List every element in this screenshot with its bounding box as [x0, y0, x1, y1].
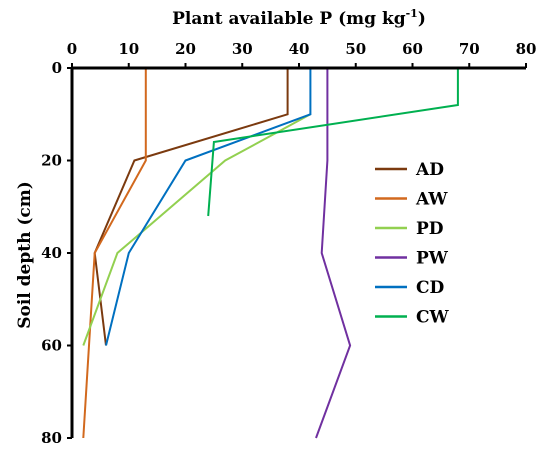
axis-lines: [70, 66, 526, 438]
series-line-aw: [82, 68, 147, 439]
series-line-cw: [207, 68, 459, 217]
x-tick-label: 20: [175, 40, 196, 58]
legend-label-pd: PD: [416, 219, 444, 239]
x-axis-title: Plant available P (mg kg-1): [172, 7, 426, 29]
y-tick-label: 20: [41, 152, 62, 170]
series-line-pd: [82, 113, 311, 346]
legend-label-aw: AW: [415, 190, 448, 210]
legend-label-cw: CW: [416, 308, 450, 328]
series-line-cd: [105, 68, 312, 346]
y-tick-label: 60: [41, 337, 62, 355]
series-line-ad: [93, 68, 289, 346]
x-axis-title-suffix: ): [418, 9, 426, 29]
y-tick-label: 40: [41, 244, 62, 262]
x-tick-label: 30: [232, 40, 253, 58]
x-axis-title-main: Plant available P (mg kg: [172, 9, 406, 29]
x-axis-title-superscript: -1: [406, 7, 418, 20]
x-tick-label: 40: [289, 40, 310, 58]
y-axis: 0 20 40 60 80: [41, 59, 72, 447]
x-tick-label: 60: [402, 40, 423, 58]
legend-label-pw: PW: [416, 249, 449, 269]
series-layer: [82, 68, 459, 439]
x-tick-label: 10: [118, 40, 139, 58]
y-tick-label: 80: [41, 429, 62, 447]
x-axis: 0 10 20 30 40 50 60 70 80: [67, 40, 537, 68]
y-axis-title: Soil depth (cm): [15, 181, 35, 329]
y-tick-label: 0: [52, 59, 62, 77]
legend: AD AW PD PW CD CW: [375, 160, 450, 328]
series-line-pw: [315, 68, 352, 439]
x-tick-label: 50: [345, 40, 366, 58]
x-tick-label: 70: [459, 40, 480, 58]
legend-label-ad: AD: [415, 160, 444, 180]
legend-label-cd: CD: [416, 278, 445, 298]
x-tick-label: 0: [67, 40, 77, 58]
x-tick-label: 80: [516, 40, 537, 58]
x-axis-title-text: Plant available P (mg kg-1): [172, 7, 426, 29]
